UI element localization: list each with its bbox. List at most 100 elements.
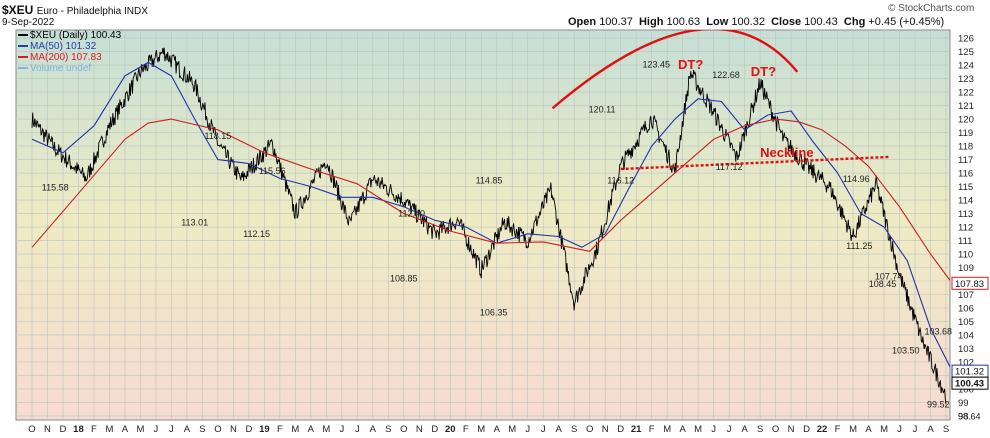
last-value-box bbox=[951, 376, 989, 390]
x-tick-label: J bbox=[525, 424, 530, 435]
price-point-label: 120.11 bbox=[589, 105, 616, 115]
chart-legend: $XEU (Daily) 100.43 MA(50) 101.32 MA(200) … bbox=[18, 30, 121, 74]
x-tick-label: 21 bbox=[631, 424, 642, 435]
x-tick-label: 18 bbox=[73, 424, 84, 435]
y-tick-label: 122 bbox=[958, 88, 974, 99]
low-label: Low bbox=[706, 16, 729, 28]
x-tick-label: 20 bbox=[445, 424, 456, 435]
x-axis-ticks: O N D 18 F M A M J J A S O N D 19 F M A M J J A S O N D 20 F M A M J J A S O… bbox=[28, 424, 949, 435]
high-value: 100.63 bbox=[666, 16, 701, 28]
x-tick-label: A bbox=[679, 424, 686, 435]
x-tick-label: M bbox=[291, 424, 299, 435]
x-tick-label: A bbox=[927, 424, 934, 435]
legend-swatch bbox=[18, 67, 28, 70]
price-point-label: 114.96 bbox=[843, 174, 870, 184]
y-tick-label: 99 bbox=[958, 398, 969, 409]
price-point-label: 123.45 bbox=[643, 60, 671, 70]
price-point-label: 115.58 bbox=[42, 183, 69, 193]
y-tick-label: 102 bbox=[958, 357, 974, 368]
top-arc bbox=[551, 30, 799, 110]
y-tick-label: 107 bbox=[958, 290, 974, 301]
x-tick-label: J bbox=[355, 424, 360, 435]
y-tick-label: 116 bbox=[958, 169, 973, 180]
x-tick-label: J bbox=[897, 424, 902, 435]
x-tick-label: J bbox=[339, 424, 344, 435]
y-tick-label: 123 bbox=[958, 74, 974, 85]
y-tick-label: 119 bbox=[958, 128, 973, 139]
y-tick-label: 115 bbox=[958, 182, 973, 193]
x-tick-label: D bbox=[245, 424, 252, 435]
x-tick-label: A bbox=[494, 424, 501, 435]
x-tick-label: O bbox=[214, 424, 221, 435]
x-tick-label: N bbox=[416, 424, 423, 435]
y-tick-label: 103 bbox=[958, 344, 974, 355]
neckline-label: Neckline bbox=[760, 145, 813, 160]
close-value: 100.43 bbox=[804, 16, 838, 28]
y-tick-label: 111 bbox=[958, 236, 972, 247]
y-tick-label: 110 bbox=[958, 250, 973, 261]
x-tick-label: M bbox=[105, 424, 113, 435]
x-tick-label: N bbox=[44, 424, 51, 435]
last-value-text: 107.83 bbox=[955, 279, 984, 290]
y-tick-label: 104 bbox=[958, 330, 974, 341]
high-label: High bbox=[638, 16, 664, 28]
series-layer bbox=[31, 47, 950, 405]
y-tick-label: 112 bbox=[958, 223, 973, 234]
price-point-label: 98.64 bbox=[958, 411, 981, 421]
double-top-label: DT? bbox=[678, 57, 703, 72]
legend-swatch bbox=[18, 45, 28, 48]
legend-item: $XEU (Daily) 100.43 bbox=[18, 30, 121, 41]
price-point-label: 112.15 bbox=[243, 229, 270, 239]
x-tick-label: J bbox=[541, 424, 546, 435]
x-tick-label: F bbox=[91, 424, 97, 435]
x-tick-label: F bbox=[277, 424, 283, 435]
x-tick-label: S bbox=[571, 424, 577, 435]
open-label: Open bbox=[568, 16, 597, 28]
x-tick-label: O bbox=[586, 424, 593, 435]
x-tick-label: 22 bbox=[817, 424, 828, 435]
ticker-symbol[interactable]: $XEU bbox=[2, 3, 34, 17]
price-point-label: 108.45 bbox=[869, 279, 897, 289]
x-tick-label: A bbox=[865, 424, 872, 435]
x-tick-label: M bbox=[663, 424, 671, 435]
price-point-label: 118.15 bbox=[204, 131, 231, 141]
y-tick-label: 113 bbox=[958, 209, 973, 220]
x-tick-label: J bbox=[913, 424, 918, 435]
legend-item: MA(50) 101.32 bbox=[18, 41, 121, 52]
x-tick-label: J bbox=[727, 424, 732, 435]
open-value: 100.37 bbox=[599, 16, 633, 28]
double-top-label: DT? bbox=[751, 64, 776, 79]
y-tick-label: 109 bbox=[958, 263, 974, 274]
y-tick-label: 125 bbox=[958, 47, 974, 58]
legend-text: $XEU (Daily) 100.43 bbox=[30, 30, 122, 41]
last-value-text: 101.32 bbox=[955, 367, 984, 378]
chart-date: 9-Sep-2022 bbox=[2, 17, 55, 28]
x-tick-label: A bbox=[370, 424, 377, 435]
price-point-label: 122.68 bbox=[712, 70, 740, 80]
price-point-label: 115.56 bbox=[259, 166, 286, 176]
x-tick-label: O bbox=[28, 424, 35, 435]
y-tick-label: 114 bbox=[958, 196, 973, 207]
x-tick-label: M bbox=[508, 424, 516, 435]
price-point-label: 106.35 bbox=[480, 307, 508, 317]
legend-swatch bbox=[18, 56, 28, 59]
x-tick-label: J bbox=[169, 424, 174, 435]
y-tick-label: 118 bbox=[958, 142, 973, 153]
x-tick-label: N bbox=[230, 424, 237, 435]
legend-item: Volume undef bbox=[18, 63, 121, 74]
x-tick-label: S bbox=[199, 424, 205, 435]
x-tick-label: S bbox=[757, 424, 763, 435]
low-value: 100.32 bbox=[731, 16, 765, 28]
price-point-label: 111.25 bbox=[846, 241, 872, 251]
chart-header: $XEU Euro - Philadelphia INDX bbox=[2, 3, 148, 17]
legend-text: MA(200) 107.83 bbox=[30, 52, 102, 63]
x-tick-label: M bbox=[849, 424, 857, 435]
ma50-line bbox=[31, 61, 950, 368]
price-point-label: 112.40 bbox=[398, 209, 425, 219]
price-point-label: 113.01 bbox=[181, 217, 208, 227]
x-tick-label: D bbox=[803, 424, 810, 435]
legend-text: Volume undef bbox=[30, 63, 92, 74]
x-tick-label: M bbox=[136, 424, 144, 435]
x-tick-label: A bbox=[122, 424, 129, 435]
y-tick-label: 120 bbox=[958, 115, 974, 126]
